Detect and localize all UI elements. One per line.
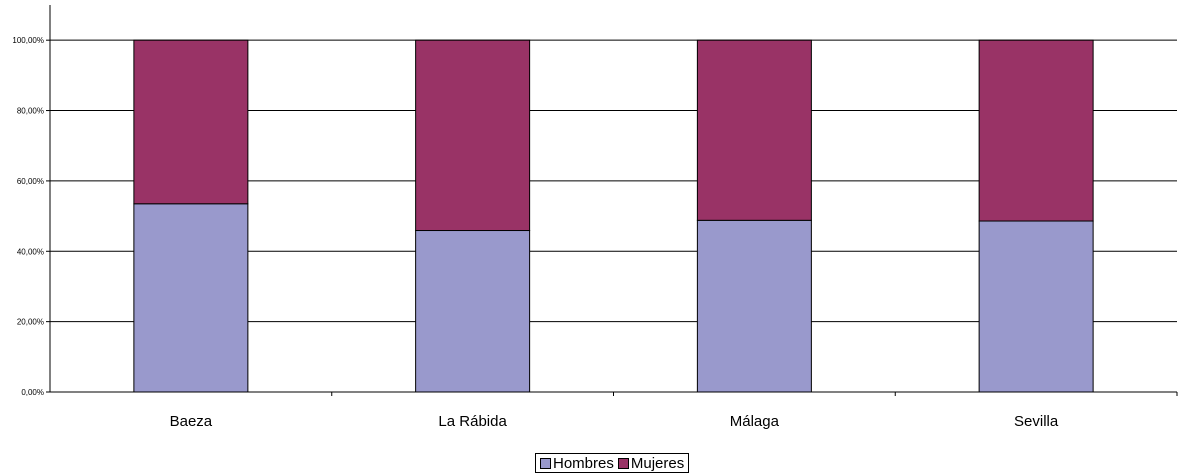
- category-labels: Baeza La Rábida Málaga Sevilla: [170, 413, 1059, 430]
- axes: [46, 5, 1178, 396]
- y-tick-label: 80,00%: [17, 107, 44, 116]
- legend-swatch: [540, 457, 551, 469]
- bar-hombres-1: [415, 230, 531, 393]
- legend-item-hombres: Hombres: [540, 455, 614, 472]
- bars: [133, 39, 1094, 393]
- legend: Hombres Mujeres: [535, 453, 690, 473]
- category-label: Baeza: [170, 413, 213, 430]
- y-tick-label: 20,00%: [17, 318, 44, 327]
- y-tick-label: 40,00%: [17, 247, 44, 256]
- bar-mujeres-3: [978, 39, 1094, 222]
- y-tick-label: 60,00%: [17, 177, 44, 186]
- bar-mujeres-2: [696, 39, 812, 221]
- bar-hombres-2: [696, 219, 812, 393]
- legend-label: Hombres: [553, 454, 614, 472]
- bar-hombres-3: [978, 220, 1094, 393]
- legend-swatch: [617, 457, 629, 469]
- y-tick-label: 100,00%: [12, 36, 44, 45]
- legend-label: Mujeres: [630, 454, 685, 472]
- legend-item-mujeres: Mujeres: [617, 454, 685, 472]
- category-label: La Rábida: [438, 413, 507, 430]
- category-label: Sevilla: [1014, 413, 1059, 430]
- bar-mujeres-1: [415, 39, 531, 232]
- y-tick-label: 0,00%: [21, 388, 44, 397]
- y-tick-labels: 0,00% 20,00% 40,00% 60,00% 80,00% 100,00%: [12, 36, 44, 397]
- bar-hombres-0: [133, 203, 249, 393]
- bar-mujeres-0: [133, 39, 249, 205]
- category-label: Málaga: [730, 413, 780, 430]
